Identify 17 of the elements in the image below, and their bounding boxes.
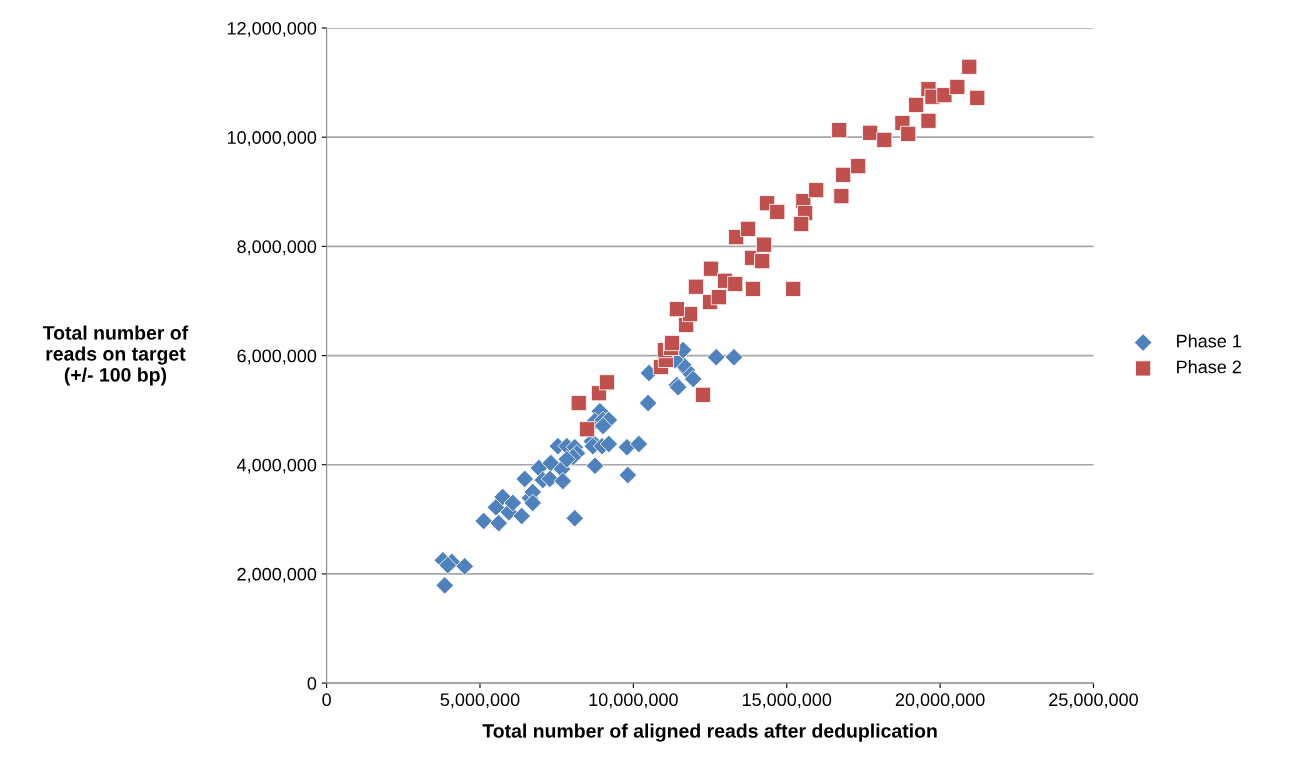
x-tick-label: 5,000,000 bbox=[440, 693, 520, 709]
x-tick-label: 20,000,000 bbox=[895, 693, 985, 709]
x-tick-label: 25,000,000 bbox=[1049, 693, 1138, 709]
x-tick-label: 10,000,000 bbox=[589, 693, 678, 709]
x-tick-label: 15,000,000 bbox=[742, 693, 832, 709]
y-tick-label: 8,000,000 bbox=[237, 240, 317, 256]
y-tick-label: 6,000,000 bbox=[237, 349, 317, 365]
y-axis-title: Total number of reads on target (+/- 100 bp) bbox=[42, 325, 189, 386]
legend-label: Phase 1 bbox=[1177, 334, 1241, 348]
x-tick-label: 0 bbox=[322, 693, 331, 707]
legend-label: Phase 2 bbox=[1177, 360, 1241, 374]
y-tick-label: 2,000,000 bbox=[237, 567, 317, 583]
y-tick-label: 10,000,000 bbox=[227, 131, 317, 147]
y-tick-label: 0 bbox=[307, 677, 317, 690]
y-tick-label: 4,000,000 bbox=[237, 458, 317, 474]
x-axis-title: Total number of aligned reads after deduplication bbox=[482, 723, 937, 742]
y-tick-label: 12,000,000 bbox=[227, 21, 317, 37]
